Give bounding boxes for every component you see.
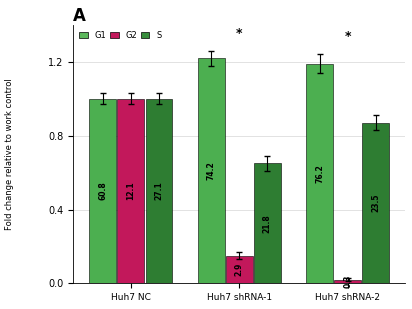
Text: *: * [236,27,243,40]
Text: 0.3: 0.3 [343,275,352,288]
Bar [363,123,389,283]
Bar [306,64,333,283]
Bar [198,58,225,283]
Text: 21.8: 21.8 [263,214,272,233]
Y-axis label: Fold change relative to work control: Fold change relative to work control [5,78,14,230]
Text: 74.2: 74.2 [207,161,215,180]
Bar [117,99,144,283]
Text: *: * [344,30,351,43]
Text: 12.1: 12.1 [126,182,135,200]
Text: 23.5: 23.5 [371,194,380,212]
Legend: G1, G2, S: G1, G2, S [77,29,163,41]
Text: 76.2: 76.2 [315,164,324,183]
Text: 60.8: 60.8 [98,182,107,201]
Text: 2.9: 2.9 [235,263,244,276]
Bar [145,99,172,283]
Bar [254,163,281,283]
Text: A: A [73,7,86,25]
Bar [226,256,253,283]
Bar [89,99,116,283]
Text: 27.1: 27.1 [154,182,164,201]
Bar [334,280,361,283]
